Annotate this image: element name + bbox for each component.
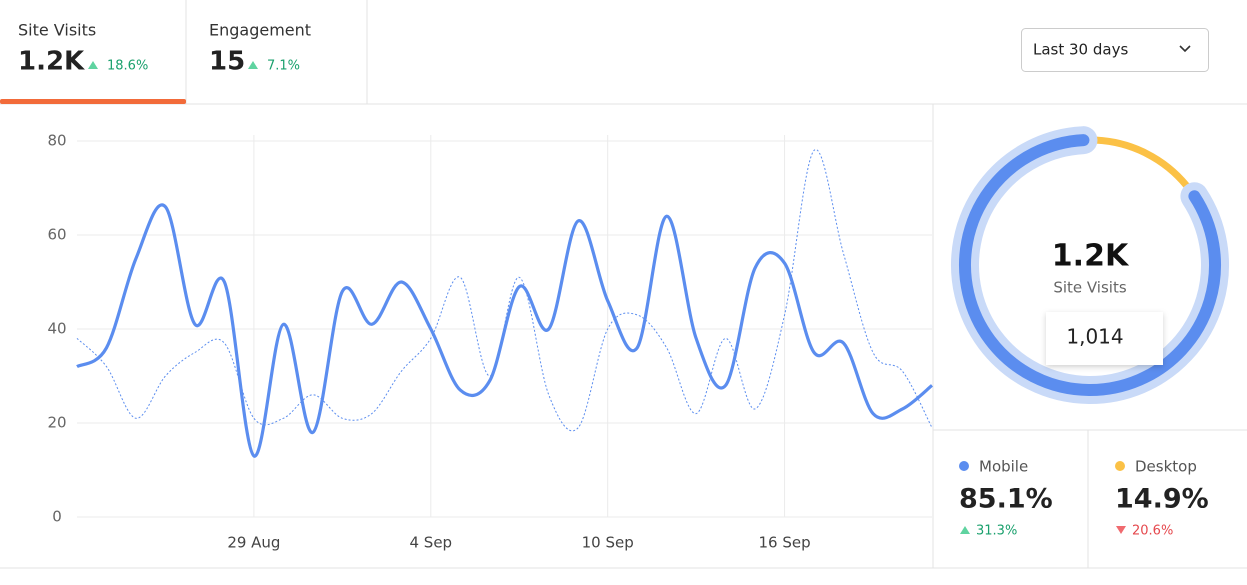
line-chart: 0 20 40 60 80 29 Aug 4 Sep 10 Sep 16 Sep <box>47 132 934 552</box>
donut-arc <box>1093 136 1191 190</box>
select-value: Last 30 days <box>1033 41 1128 59</box>
legend-change: 20.6% <box>1132 524 1173 539</box>
tab-label: Engagement <box>209 21 311 40</box>
tab[interactable]: Engagement 15 7.1% <box>209 21 311 77</box>
chevron <box>1179 45 1191 53</box>
tab-label: Site Visits <box>18 21 96 40</box>
y-tick-label: 40 <box>47 320 66 338</box>
tooltip-value: 1,014 <box>1066 325 1123 349</box>
line-series <box>76 203 934 458</box>
legend-value: 85.1% <box>959 484 1053 515</box>
active-tab-indicator <box>0 99 186 104</box>
center-value: 1.2K <box>1052 239 1130 274</box>
trend-icon <box>1116 526 1126 534</box>
y-tick-label: 0 <box>52 508 62 526</box>
y-tick-label: 20 <box>47 414 66 432</box>
tab-change: 7.1% <box>267 59 300 74</box>
legend-dot <box>1115 461 1125 471</box>
legend-value: 14.9% <box>1115 484 1209 515</box>
x-tick-label: 16 Sep <box>759 534 811 552</box>
legend-label: Mobile <box>979 458 1028 476</box>
x-tick-label: 29 Aug <box>227 534 280 552</box>
tab-change: 18.6% <box>107 59 148 74</box>
donut-chart: 1.2K Site Visits 1,014 Mobile 85.1% 31.3% Desk… <box>951 126 1229 539</box>
date-range-select[interactable]: Last 30 days <box>1021 28 1209 72</box>
legend-change: 31.3% <box>976 524 1017 539</box>
center-label: Site Visits <box>1053 279 1127 297</box>
donut-arc <box>959 134 1221 396</box>
x-tick-label: 10 Sep <box>582 534 634 552</box>
y-tick-label: 80 <box>47 132 66 150</box>
tooltip-box <box>1046 312 1163 365</box>
y-tick-label: 60 <box>47 226 66 244</box>
tab-value: 15 <box>209 47 245 77</box>
trend-icon <box>960 526 970 534</box>
trend-icon <box>248 61 258 69</box>
x-tick-label: 4 Sep <box>409 534 452 552</box>
legend-dot <box>959 461 969 471</box>
line-series <box>76 149 933 432</box>
select-box <box>1021 28 1209 72</box>
tab[interactable]: Site Visits 1.2K 18.6% <box>18 21 148 77</box>
tab-value: 1.2K <box>18 47 85 77</box>
trend-icon <box>88 61 98 69</box>
legend-label: Desktop <box>1135 458 1197 476</box>
